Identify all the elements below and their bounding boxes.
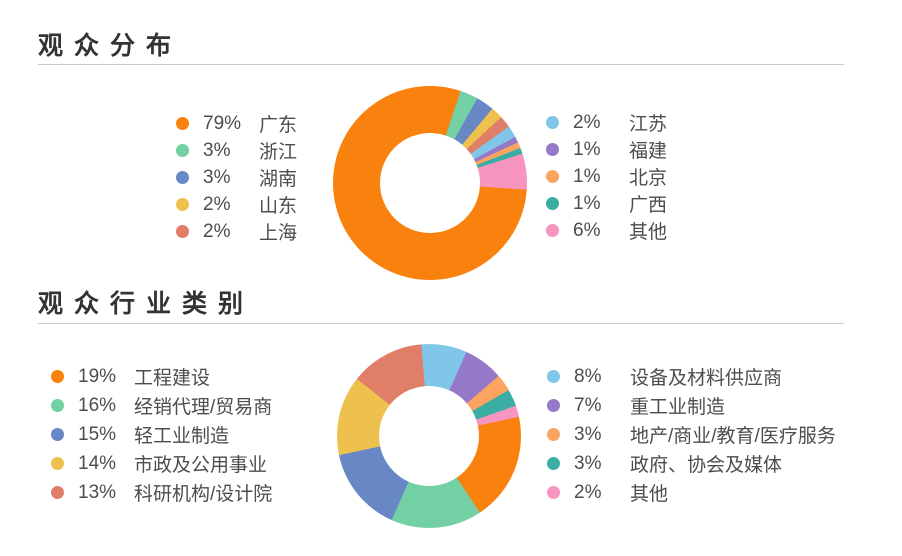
legend-item: 1% 福建 [546, 136, 667, 163]
legend-left-audience-distribution: 79% 广东 3% 浙江 3% 湖南 2% 山东 2% 上海 [176, 110, 297, 245]
legend-percent: 2% [574, 481, 602, 503]
legend-percent: 2% [203, 193, 231, 215]
section-divider [38, 323, 844, 324]
legend-item: 3% 地产/商业/教育/医疗服务 [547, 420, 836, 449]
legend-item: 13% 科研机构/设计院 [51, 478, 272, 507]
legend-color-dot [51, 457, 64, 470]
legend-item: 2% 其他 [547, 478, 836, 507]
legend-label: 科研机构/设计院 [134, 484, 273, 505]
donut-chart-audience-distribution [333, 86, 527, 280]
legend-color-dot [51, 428, 64, 441]
legend-percent: 3% [574, 423, 602, 445]
legend-item: 8% 设备及材料供应商 [547, 362, 836, 391]
legend-percent: 8% [574, 365, 602, 387]
legend-color-dot [546, 197, 559, 210]
donut-chart-audience-industry [337, 344, 521, 528]
legend-percent: 2% [203, 220, 231, 242]
legend-percent: 79% [203, 112, 242, 134]
legend-label: 福建 [629, 141, 668, 162]
legend-label: 山东 [259, 196, 298, 217]
legend-color-dot [546, 224, 559, 237]
legend-percent: 3% [574, 452, 602, 474]
legend-item: 3% 湖南 [176, 164, 297, 191]
legend-color-dot [547, 370, 560, 383]
legend-label: 其他 [629, 222, 668, 243]
legend-item: 15% 轻工业制造 [51, 420, 272, 449]
legend-percent: 16% [78, 394, 117, 416]
legend-item: 3% 浙江 [176, 137, 297, 164]
legend-color-dot [51, 399, 64, 412]
legend-label: 浙江 [259, 142, 298, 163]
legend-color-dot [547, 457, 560, 470]
legend-item: 16% 经销代理/贸易商 [51, 391, 272, 420]
legend-label: 北京 [629, 168, 668, 189]
legend-percent: 14% [78, 452, 117, 474]
legend-percent: 3% [203, 166, 231, 188]
legend-color-dot [176, 117, 189, 130]
legend-color-dot [547, 486, 560, 499]
legend-percent: 19% [78, 365, 117, 387]
legend-label: 广西 [629, 195, 668, 216]
legend-label: 轻工业制造 [134, 426, 230, 447]
legend-item: 2% 江苏 [546, 109, 667, 136]
section-title-audience-industry: 观众行业类别 [38, 290, 255, 318]
legend-percent: 13% [78, 481, 117, 503]
legend-percent: 1% [573, 165, 601, 187]
legend-color-dot [546, 170, 559, 183]
legend-label: 重工业制造 [630, 397, 726, 418]
legend-label: 地产/商业/教育/医疗服务 [630, 426, 836, 447]
legend-item: 19% 工程建设 [51, 362, 272, 391]
legend-percent: 1% [573, 192, 601, 214]
legend-color-dot [176, 144, 189, 157]
legend-percent: 15% [78, 423, 117, 445]
legend-item: 7% 重工业制造 [547, 391, 836, 420]
donut-hole [380, 133, 480, 233]
legend-percent: 7% [574, 394, 602, 416]
legend-item: 79% 广东 [176, 110, 297, 137]
legend-percent: 1% [573, 138, 601, 160]
legend-color-dot [547, 399, 560, 412]
legend-percent: 2% [573, 111, 601, 133]
legend-label: 湖南 [259, 169, 298, 190]
legend-label: 经销代理/贸易商 [134, 397, 273, 418]
legend-color-dot [546, 143, 559, 156]
legend-label: 政府、协会及媒体 [630, 455, 783, 476]
legend-item: 1% 广西 [546, 190, 667, 217]
legend-color-dot [51, 486, 64, 499]
legend-color-dot [547, 428, 560, 441]
legend-label: 广东 [259, 115, 298, 136]
legend-color-dot [546, 116, 559, 129]
legend-label: 上海 [259, 223, 298, 244]
legend-percent: 6% [573, 219, 601, 241]
legend-item: 3% 政府、协会及媒体 [547, 449, 836, 478]
legend-label: 市政及公用事业 [134, 455, 268, 476]
section-divider [38, 64, 844, 65]
legend-percent: 3% [203, 139, 231, 161]
legend-label: 设备及材料供应商 [630, 368, 783, 389]
legend-right-audience-distribution: 2% 江苏 1% 福建 1% 北京 1% 广西 6% 其他 [546, 109, 667, 244]
legend-item: 1% 北京 [546, 163, 667, 190]
legend-color-dot [176, 225, 189, 238]
legend-item: 14% 市政及公用事业 [51, 449, 272, 478]
legend-item: 2% 上海 [176, 218, 297, 245]
legend-label: 工程建设 [134, 368, 211, 389]
legend-left-audience-industry: 19% 工程建设 16% 经销代理/贸易商 15% 轻工业制造 14% 市政及公用事业 13% 科… [51, 362, 272, 507]
donut-hole [379, 386, 479, 486]
legend-color-dot [176, 171, 189, 184]
section-title-audience-distribution: 观众分布 [38, 32, 183, 60]
legend-label: 江苏 [629, 114, 668, 135]
legend-label: 其他 [630, 484, 669, 505]
legend-item: 2% 山东 [176, 191, 297, 218]
legend-right-audience-industry: 8% 设备及材料供应商 7% 重工业制造 3% 地产/商业/教育/医疗服务 3% 政府、协会及… [547, 362, 836, 507]
legend-item: 6% 其他 [546, 217, 667, 244]
legend-color-dot [176, 198, 189, 211]
legend-color-dot [51, 370, 64, 383]
